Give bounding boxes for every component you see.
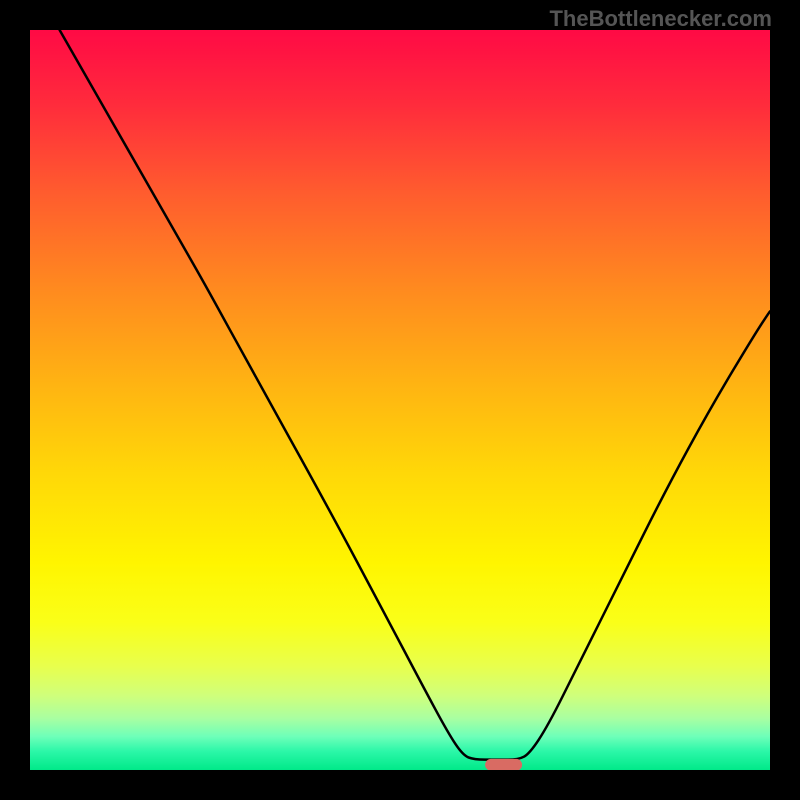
chart-frame	[30, 30, 770, 770]
plot-svg	[30, 30, 770, 770]
chart-background	[30, 30, 770, 770]
optimal-marker	[485, 759, 522, 770]
watermark-label: TheBottlenecker.com	[549, 6, 772, 32]
